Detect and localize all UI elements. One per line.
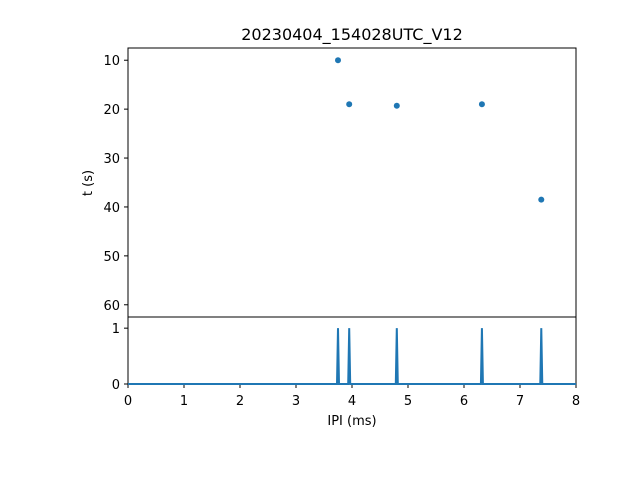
top-y-axis-label: t (s) bbox=[81, 170, 96, 196]
bottom-x-axis-label: IPI (ms) bbox=[327, 414, 376, 429]
bottom-spike-series bbox=[128, 328, 576, 385]
scatter-point bbox=[478, 101, 485, 108]
spike-line bbox=[128, 328, 576, 385]
scatter-point bbox=[346, 101, 353, 108]
bottom-y-tick-label: 0 bbox=[112, 378, 120, 393]
top-y-tick-label: 40 bbox=[103, 201, 120, 216]
bottom-x-tick-label: 3 bbox=[292, 394, 300, 409]
top-scatter-series bbox=[335, 57, 545, 203]
bottom-x-tick-label: 0 bbox=[124, 394, 132, 409]
bottom-x-tick-label: 7 bbox=[516, 394, 524, 409]
bottom-x-tick-label: 2 bbox=[236, 394, 244, 409]
bottom-y-tick-label: 1 bbox=[112, 322, 120, 337]
top-y-tick-label: 20 bbox=[103, 103, 120, 118]
bottom-x-tick-label: 4 bbox=[348, 394, 356, 409]
scatter-point bbox=[538, 196, 545, 203]
top-y-tick-label: 60 bbox=[103, 299, 120, 314]
top-y-tick-label: 30 bbox=[103, 152, 120, 167]
scatter-point bbox=[335, 57, 341, 64]
bottom-x-tick-label: 6 bbox=[460, 394, 468, 409]
scatter-point bbox=[393, 102, 400, 109]
bottom-x-tick-label: 8 bbox=[572, 394, 580, 409]
bottom-y-axis: 01 bbox=[112, 322, 128, 393]
chart-title: 20230404_154028UTC_V12 bbox=[241, 25, 463, 45]
top-y-tick-label: 50 bbox=[103, 250, 120, 265]
bottom-x-tick-label: 5 bbox=[404, 394, 412, 409]
top-y-tick-label: 10 bbox=[103, 54, 120, 69]
top-y-axis: 10 20 30 40 50 60 bbox=[103, 54, 128, 314]
bottom-x-tick-label: 1 bbox=[180, 394, 188, 409]
